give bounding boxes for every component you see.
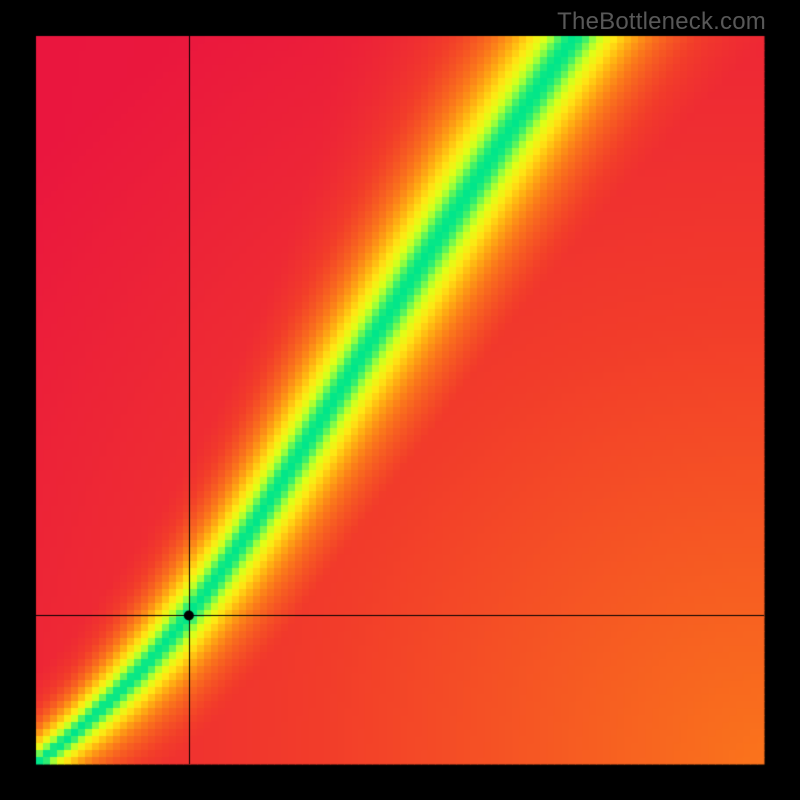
watermark-text: TheBottleneck.com — [557, 8, 766, 36]
bottleneck-heatmap — [0, 0, 800, 800]
plot-container: TheBottleneck.com — [0, 0, 800, 800]
